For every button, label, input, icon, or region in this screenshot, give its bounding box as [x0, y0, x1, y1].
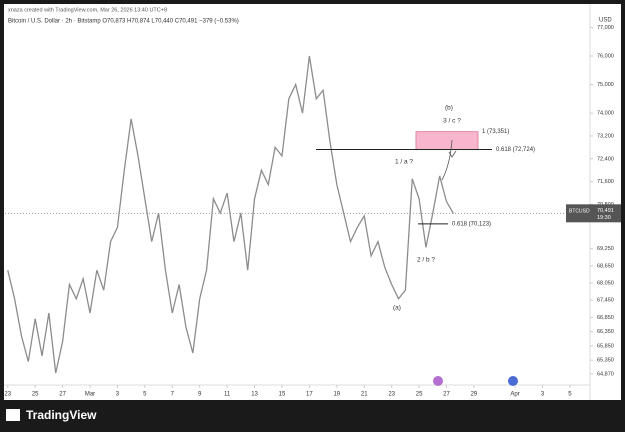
wave-label: 3 / c ? [443, 118, 461, 125]
x-tick-label: Apr [510, 392, 519, 398]
projection-arrow [441, 139, 457, 181]
y-tick-label: 71,600 [597, 179, 614, 185]
y-tick-label: 77,000 [597, 25, 614, 31]
x-tick-label: 21 [361, 392, 368, 398]
x-tick-label: 27 [59, 392, 66, 398]
x-tick-label: 19 [333, 392, 340, 398]
y-tick-label: 72,400 [597, 156, 614, 162]
wave-label: (b) [445, 105, 453, 112]
x-tick-label: 15 [279, 392, 286, 398]
y-tick-label: 76,000 [597, 53, 614, 59]
last-price-box [566, 204, 621, 223]
x-tick-label: 25 [416, 392, 423, 398]
y-tick-label: 65,850 [597, 343, 614, 349]
x-tick-label: 7 [171, 392, 175, 398]
y-tick-label: 74,000 [597, 111, 614, 117]
x-tick-label: 11 [224, 392, 231, 398]
level-label: 0.618 (72,724) [496, 147, 535, 153]
last-time: 19:30 [597, 215, 611, 221]
symbol-line: Bitcoin / U.S. Dollar · 2h · Bitstamp O7… [8, 19, 239, 25]
last-price: 70,491 [597, 208, 614, 214]
y-tick-label: 75,000 [597, 82, 614, 88]
level-label: 0.618 (70,123) [452, 221, 491, 227]
brand: TradingView [26, 408, 97, 422]
x-tick-label: 25 [32, 392, 39, 398]
symbol-tag: BTCUSD [569, 209, 590, 215]
x-tick-label: 17 [306, 392, 313, 398]
y-tick-label: 66,350 [597, 329, 614, 335]
level-label: 1 (73,351) [482, 129, 509, 135]
x-tick-label: 5 [568, 392, 572, 398]
currency: USD [599, 18, 612, 24]
chart-background [4, 4, 621, 400]
x-tick-label: 23 [4, 392, 11, 398]
x-tick-label: 3 [541, 392, 545, 398]
y-tick-label: 69,250 [597, 246, 614, 252]
x-tick-label: Mar [85, 392, 95, 398]
wave-label: 2 / b ? [417, 257, 435, 264]
y-tick-label: 68,650 [597, 263, 614, 269]
x-tick-label: 27 [443, 392, 450, 398]
event-icon [508, 376, 518, 386]
x-tick-label: 3 [116, 392, 120, 398]
x-tick-label: 23 [388, 392, 395, 398]
credit: xnaza created with TradingView.com, Mar … [8, 7, 167, 13]
wave-label: (a) [393, 305, 401, 312]
target-zone [415, 131, 479, 151]
logo-mark [6, 409, 20, 421]
y-tick-label: 64,870 [597, 371, 614, 377]
x-tick-label: 5 [143, 392, 147, 398]
wave-label: 1 / a ? [395, 159, 413, 166]
x-tick-label: 13 [251, 392, 258, 398]
footer-bar [0, 400, 625, 432]
y-tick-label: 65,350 [597, 358, 614, 364]
x-tick-label: 9 [198, 392, 202, 398]
price-line [7, 55, 454, 374]
y-tick-label: 67,450 [597, 298, 614, 304]
y-tick-label: 73,200 [597, 133, 614, 139]
x-tick-label: 29 [471, 392, 478, 398]
y-tick-label: 66,850 [597, 315, 614, 321]
event-icon [433, 376, 443, 386]
y-tick-label: 68,050 [597, 280, 614, 286]
